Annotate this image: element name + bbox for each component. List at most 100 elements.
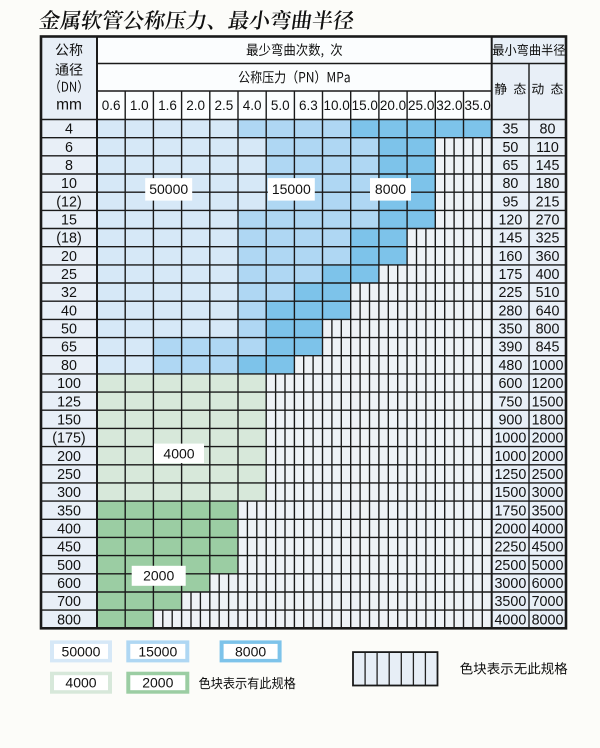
svg-text:1.0: 1.0 xyxy=(130,98,149,113)
svg-text:3000: 3000 xyxy=(532,485,564,501)
svg-text:1000: 1000 xyxy=(494,431,526,447)
svg-text:350: 350 xyxy=(57,503,81,519)
svg-text:6: 6 xyxy=(65,140,73,156)
svg-text:10: 10 xyxy=(61,176,77,192)
svg-text:6.3: 6.3 xyxy=(299,98,318,113)
svg-text:0.6: 0.6 xyxy=(102,98,121,113)
svg-text:mm: mm xyxy=(56,97,82,114)
svg-text:50000: 50000 xyxy=(62,643,101,659)
svg-text:(175): (175) xyxy=(52,431,85,447)
svg-text:2000: 2000 xyxy=(494,522,526,538)
svg-text:6000: 6000 xyxy=(532,576,564,592)
svg-text:20.0: 20.0 xyxy=(380,98,406,113)
svg-text:180: 180 xyxy=(536,176,560,192)
svg-text:450: 450 xyxy=(57,540,81,556)
svg-text:8000: 8000 xyxy=(532,612,564,628)
svg-text:800: 800 xyxy=(536,322,560,338)
svg-text:32.0: 32.0 xyxy=(436,98,462,113)
svg-text:125: 125 xyxy=(57,394,81,410)
svg-text:95: 95 xyxy=(502,194,518,210)
svg-text:510: 510 xyxy=(536,285,560,301)
svg-text:1500: 1500 xyxy=(494,485,526,501)
svg-text:845: 845 xyxy=(536,340,560,356)
svg-text:5000: 5000 xyxy=(532,558,564,574)
svg-text:3500: 3500 xyxy=(532,503,564,519)
svg-text:480: 480 xyxy=(498,358,522,374)
svg-text:80: 80 xyxy=(502,176,518,192)
svg-text:1.6: 1.6 xyxy=(158,98,177,113)
svg-text:32: 32 xyxy=(61,285,77,301)
svg-text:400: 400 xyxy=(57,522,81,538)
svg-text:40: 40 xyxy=(61,303,77,319)
svg-text:150: 150 xyxy=(57,412,81,428)
svg-text:15.0: 15.0 xyxy=(352,98,378,113)
svg-text:25: 25 xyxy=(61,267,77,283)
svg-text:65: 65 xyxy=(502,158,518,174)
svg-text:4500: 4500 xyxy=(532,540,564,556)
svg-text:2.5: 2.5 xyxy=(215,98,234,113)
svg-text:500: 500 xyxy=(57,558,81,574)
svg-text:600: 600 xyxy=(498,376,522,392)
svg-text:215: 215 xyxy=(536,194,560,210)
svg-text:4: 4 xyxy=(65,122,73,138)
svg-text:1750: 1750 xyxy=(494,503,526,519)
svg-text:15: 15 xyxy=(61,213,77,229)
svg-text:800: 800 xyxy=(57,612,81,628)
svg-text:25.0: 25.0 xyxy=(408,98,434,113)
svg-text:4.0: 4.0 xyxy=(243,98,262,113)
svg-text:15000: 15000 xyxy=(138,643,177,659)
svg-text:1250: 1250 xyxy=(494,467,526,483)
svg-text:10.0: 10.0 xyxy=(323,98,349,113)
svg-text:325: 325 xyxy=(536,231,560,247)
svg-text:4000: 4000 xyxy=(163,445,194,461)
svg-text:2000: 2000 xyxy=(142,675,173,691)
svg-text:1000: 1000 xyxy=(494,449,526,465)
svg-text:2000: 2000 xyxy=(532,449,564,465)
svg-text:8: 8 xyxy=(65,158,73,174)
svg-text:2000: 2000 xyxy=(143,568,174,584)
svg-text:(18): (18) xyxy=(56,231,81,247)
svg-text:1800: 1800 xyxy=(532,412,564,428)
svg-text:390: 390 xyxy=(498,340,522,356)
svg-text:50: 50 xyxy=(502,140,518,156)
svg-text:750: 750 xyxy=(498,394,522,410)
svg-text:200: 200 xyxy=(57,449,81,465)
svg-text:640: 640 xyxy=(536,303,560,319)
svg-text:160: 160 xyxy=(498,249,522,265)
svg-text:4000: 4000 xyxy=(65,675,96,691)
svg-text:35: 35 xyxy=(502,122,518,138)
svg-text:700: 700 xyxy=(57,594,81,610)
svg-text:250: 250 xyxy=(57,467,81,483)
svg-text:350: 350 xyxy=(498,322,522,338)
svg-text:2500: 2500 xyxy=(532,467,564,483)
svg-text:2250: 2250 xyxy=(494,540,526,556)
svg-text:145: 145 xyxy=(536,158,560,174)
svg-text:225: 225 xyxy=(498,285,522,301)
svg-text:360: 360 xyxy=(536,249,560,265)
svg-text:80: 80 xyxy=(540,122,556,138)
svg-text:100: 100 xyxy=(57,376,81,392)
svg-text:175: 175 xyxy=(498,267,522,283)
svg-text:110: 110 xyxy=(536,140,559,156)
svg-text:8000: 8000 xyxy=(375,181,406,197)
svg-text:3000: 3000 xyxy=(494,576,526,592)
svg-text:4000: 4000 xyxy=(494,612,526,628)
svg-text:2.0: 2.0 xyxy=(186,98,205,113)
svg-text:2000: 2000 xyxy=(532,431,564,447)
svg-text:300: 300 xyxy=(57,485,81,501)
svg-text:20: 20 xyxy=(61,249,77,265)
svg-text:4000: 4000 xyxy=(532,522,564,538)
svg-text:15000: 15000 xyxy=(272,181,311,197)
svg-text:900: 900 xyxy=(498,412,522,428)
svg-text:80: 80 xyxy=(61,358,77,374)
svg-text:50000: 50000 xyxy=(149,181,188,197)
svg-text:270: 270 xyxy=(536,213,560,229)
svg-text:280: 280 xyxy=(498,303,522,319)
svg-text:8000: 8000 xyxy=(235,643,266,659)
svg-text:35.0: 35.0 xyxy=(464,98,490,113)
svg-text:2500: 2500 xyxy=(494,558,526,574)
svg-text:600: 600 xyxy=(57,576,81,592)
svg-text:50: 50 xyxy=(61,322,77,338)
svg-text:1500: 1500 xyxy=(532,394,564,410)
svg-text:1200: 1200 xyxy=(532,376,564,392)
